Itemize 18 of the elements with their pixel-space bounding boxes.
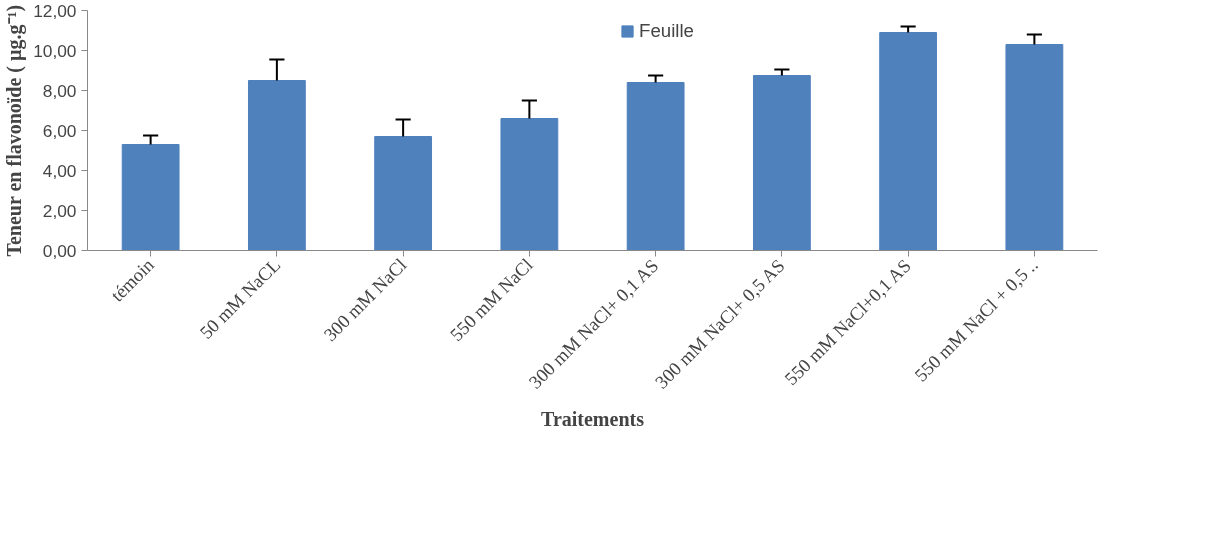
bar [1005, 44, 1064, 251]
legend-label: Feuille [639, 20, 694, 42]
bar [500, 118, 559, 251]
y-tick-label: 8,00 [42, 80, 77, 101]
x-axis-title: Traitements [541, 407, 645, 430]
y-axis-title: Teneur en flavonoïde ( µg.g⁻¹) [3, 4, 27, 257]
bar [121, 144, 180, 251]
bar [879, 32, 938, 251]
y-tick-label: 2,00 [42, 200, 77, 221]
bar [752, 75, 811, 251]
y-tick-label: 10,00 [33, 40, 77, 61]
y-tick-label: 6,00 [42, 120, 77, 141]
y-tick-label: 4,00 [42, 160, 77, 181]
bar [626, 82, 685, 251]
bar [374, 136, 433, 251]
y-tick-label: 0,00 [42, 240, 77, 261]
y-tick-label: 12,00 [33, 0, 77, 21]
bar [247, 80, 306, 251]
